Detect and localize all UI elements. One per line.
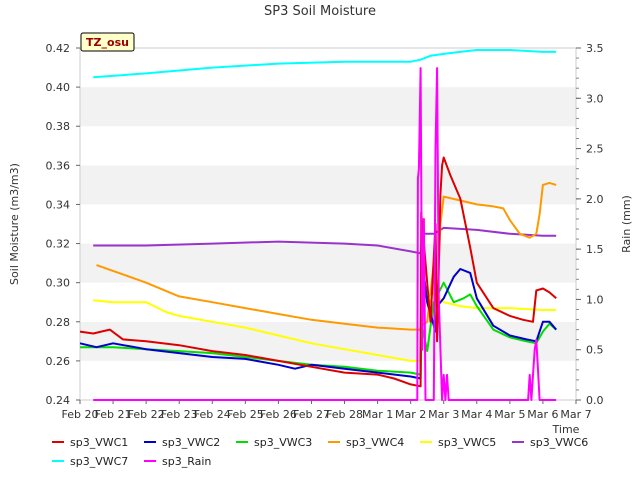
series-line-sp3-vwc1 [79,156,557,388]
series-line-sp3-vwc3 [80,281,557,376]
y-axis-title: Soil Moisture (m3/m3) [8,163,21,285]
x-tick-label: Feb 24 [194,408,231,421]
grid-band [80,204,576,244]
series-layer [79,49,557,401]
y-axis-right: 0.0 0.5 1.0 1.5 2.0 2.5 3.0 3.5 [576,42,604,407]
legend: sp3_VWC1 sp3_VWC2 sp3_VWC3 sp3_VWC4 sp3_VWC5… [52,436,588,468]
y-tick-label: 0.42 [46,42,71,55]
legend-label: sp3_VWC4 [346,436,404,449]
grid-band [80,165,576,205]
tz-badge: TZ_osu [80,32,135,52]
x-axis-title: Time [552,423,580,436]
series-line-sp3-vwc5 [93,291,557,362]
legend-item: sp3_VWC5 [420,436,496,449]
series-line-sp3-rain [93,67,557,401]
chart-title: SP3 Soil Moisture [264,4,376,19]
y-tick-label: 0.26 [46,355,71,368]
y2-tick-label: 3.5 [586,42,604,55]
x-tick-label: Feb 22 [128,408,165,421]
x-tick-label: Mar 5 [494,408,525,421]
grid-band [80,48,576,88]
x-tick-label: Feb 23 [161,408,198,421]
x-tick-label: Mar 6 [527,408,558,421]
y2-axis-title: Rain (mm) [620,195,633,253]
y-tick-label: 0.34 [46,198,71,211]
legend-label: sp3_VWC6 [530,436,588,449]
legend-label: sp3_VWC7 [70,455,128,468]
legend-label: sp3_VWC2 [162,436,220,449]
x-tick-label: Feb 27 [293,408,330,421]
y-tick-label: 0.30 [46,277,71,290]
grid-band [80,87,576,127]
x-tick-label: Feb 25 [227,408,264,421]
y-tick-label: 0.38 [46,120,71,133]
legend-label: sp3_Rain [162,455,211,468]
legend-item: sp3_VWC6 [512,436,588,449]
grid-band [80,243,576,283]
legend-item: sp3_VWC3 [236,436,312,449]
y-tick-label: 0.28 [46,316,71,329]
x-tick-label: Feb 26 [260,408,297,421]
y2-tick-label: 1.0 [586,293,604,306]
x-tick-label: Mar 7 [560,408,591,421]
y2-tick-label: 0.5 [586,344,604,357]
y2-tick-label: 2.0 [586,193,604,206]
y-tick-label: 0.40 [46,81,71,94]
y2-tick-label: 0.0 [586,394,604,407]
y-tick-label: 0.24 [46,394,71,407]
x-tick-label: Feb 21 [95,408,132,421]
y2-tick-label: 1.5 [586,243,604,256]
y2-tick-label: 3.0 [586,92,604,105]
y-tick-label: 0.36 [46,159,71,172]
legend-item: sp3_Rain [144,455,211,468]
legend-item: sp3_VWC2 [144,436,220,449]
x-tick-label: Mar 3 [428,408,459,421]
legend-item: sp3_VWC4 [328,436,404,449]
legend-label: sp3_VWC3 [254,436,312,449]
x-tick-label: Feb 20 [62,408,99,421]
tz-badge-label: TZ_osu [86,36,129,49]
x-tick-label: Feb 28 [326,408,363,421]
legend-item: sp3_VWC1 [52,436,128,449]
series-line-sp3-vwc7 [93,49,557,79]
y2-tick-label: 2.5 [586,143,604,156]
legend-label: sp3_VWC5 [438,436,496,449]
tz-badge-box [80,32,135,52]
legend-item: sp3_VWC7 [52,455,128,468]
grid-band [80,126,576,166]
legend-label: sp3_VWC1 [70,436,128,449]
x-tick-label: Mar 2 [395,408,426,421]
x-tick-label: Mar 1 [362,408,393,421]
x-tick-label: Mar 4 [461,408,492,421]
grid-band [80,282,576,322]
y-tick-label: 0.32 [46,238,71,251]
y-axis-left: 0.24 0.26 0.28 0.30 0.32 0.34 0.36 0.38 0.40 0.42 [46,42,80,407]
